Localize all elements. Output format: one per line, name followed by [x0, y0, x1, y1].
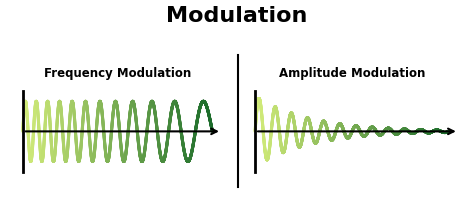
Text: Amplitude Modulation: Amplitude Modulation [279, 67, 425, 80]
Text: Frequency Modulation: Frequency Modulation [44, 67, 191, 80]
Text: Modulation: Modulation [166, 6, 308, 26]
